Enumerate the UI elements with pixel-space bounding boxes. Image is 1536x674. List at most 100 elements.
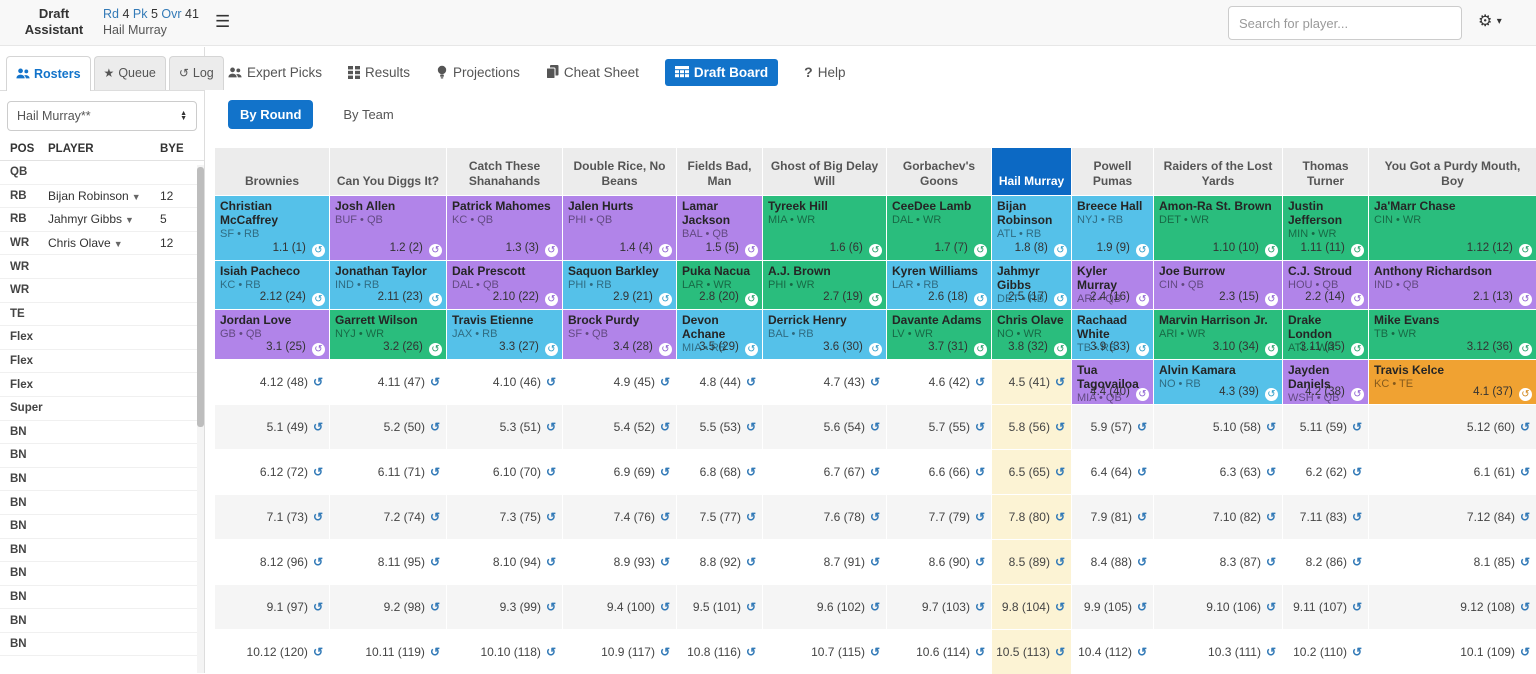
undo-pick-icon[interactable]: ↺	[1136, 293, 1149, 306]
undo-pick-icon[interactable]: ↺	[429, 343, 442, 356]
undo-pick-icon[interactable]: ↺	[869, 375, 880, 389]
undo-pick-icon[interactable]: ↺	[1519, 555, 1530, 569]
roster-slot-player[interactable]: Jahmyr Gibbs ▼	[48, 212, 160, 226]
undo-pick-icon[interactable]: ↺	[1054, 645, 1065, 659]
nav-item-cheat-sheet[interactable]: Cheat Sheet	[545, 65, 639, 80]
undo-pick-icon[interactable]: ↺	[1351, 555, 1362, 569]
nav-item-draft-board[interactable]: Draft Board	[664, 58, 779, 86]
undo-pick-icon[interactable]: ↺	[545, 244, 558, 257]
undo-pick-icon[interactable]: ↺	[659, 600, 670, 614]
undo-pick-icon[interactable]: ↺	[312, 420, 323, 434]
undo-pick-icon[interactable]: ↺	[312, 293, 325, 306]
undo-pick-icon[interactable]: ↺	[1265, 388, 1278, 401]
undo-pick-icon[interactable]: ↺	[659, 420, 670, 434]
undo-pick-icon[interactable]: ↺	[1265, 244, 1278, 257]
undo-pick-icon[interactable]: ↺	[1519, 600, 1530, 614]
undo-pick-icon[interactable]: ↺	[545, 465, 556, 479]
undo-pick-icon[interactable]: ↺	[312, 600, 323, 614]
undo-pick-icon[interactable]: ↺	[869, 244, 882, 257]
undo-pick-icon[interactable]: ↺	[429, 375, 440, 389]
undo-pick-icon[interactable]: ↺	[1054, 510, 1065, 524]
undo-pick-icon[interactable]: ↺	[1136, 555, 1147, 569]
undo-pick-icon[interactable]: ↺	[1351, 244, 1364, 257]
undo-pick-icon[interactable]: ↺	[312, 645, 323, 659]
undo-pick-icon[interactable]: ↺	[429, 420, 440, 434]
roster-slot-player[interactable]: Bijan Robinson ▼	[48, 189, 160, 203]
undo-pick-icon[interactable]: ↺	[312, 343, 325, 356]
undo-pick-icon[interactable]: ↺	[1054, 420, 1065, 434]
undo-pick-icon[interactable]: ↺	[659, 465, 670, 479]
undo-pick-icon[interactable]: ↺	[429, 293, 442, 306]
team-select[interactable]: Hail Murray** ▲ ▼	[7, 101, 197, 131]
tab-by-round[interactable]: By Round	[228, 100, 314, 129]
undo-pick-icon[interactable]: ↺	[1054, 555, 1065, 569]
undo-pick-icon[interactable]: ↺	[974, 293, 987, 306]
nav-item-projections[interactable]: Projections	[436, 65, 520, 80]
undo-pick-icon[interactable]: ↺	[1136, 600, 1147, 614]
undo-pick-icon[interactable]: ↺	[1054, 600, 1065, 614]
undo-pick-icon[interactable]: ↺	[312, 375, 323, 389]
undo-pick-icon[interactable]: ↺	[545, 343, 558, 356]
undo-pick-icon[interactable]: ↺	[1351, 343, 1364, 356]
undo-pick-icon[interactable]: ↺	[745, 293, 758, 306]
undo-pick-icon[interactable]: ↺	[545, 420, 556, 434]
undo-pick-icon[interactable]: ↺	[1351, 645, 1362, 659]
undo-pick-icon[interactable]: ↺	[974, 375, 985, 389]
undo-pick-icon[interactable]: ↺	[1054, 343, 1067, 356]
undo-pick-icon[interactable]: ↺	[545, 600, 556, 614]
undo-pick-icon[interactable]: ↺	[1054, 244, 1067, 257]
undo-pick-icon[interactable]: ↺	[974, 244, 987, 257]
undo-pick-icon[interactable]: ↺	[545, 510, 556, 524]
undo-pick-icon[interactable]: ↺	[429, 465, 440, 479]
undo-pick-icon[interactable]: ↺	[545, 645, 556, 659]
undo-pick-icon[interactable]: ↺	[1519, 645, 1530, 659]
undo-pick-icon[interactable]: ↺	[1265, 465, 1276, 479]
undo-pick-icon[interactable]: ↺	[312, 465, 323, 479]
sidebar-tab-queue[interactable]: ★ Queue	[93, 56, 166, 90]
undo-pick-icon[interactable]: ↺	[1265, 645, 1276, 659]
undo-pick-icon[interactable]: ↺	[869, 420, 880, 434]
undo-pick-icon[interactable]: ↺	[1136, 465, 1147, 479]
undo-pick-icon[interactable]: ↺	[1519, 388, 1532, 401]
roster-slot-player[interactable]: Chris Olave ▼	[48, 236, 160, 250]
undo-pick-icon[interactable]: ↺	[869, 343, 882, 356]
undo-pick-icon[interactable]: ↺	[429, 244, 442, 257]
undo-pick-icon[interactable]: ↺	[429, 510, 440, 524]
sidebar-scrollbar-thumb[interactable]	[197, 167, 204, 427]
undo-pick-icon[interactable]: ↺	[974, 510, 985, 524]
nav-item-help[interactable]: ? Help	[804, 64, 845, 80]
undo-pick-icon[interactable]: ↺	[869, 465, 880, 479]
undo-pick-icon[interactable]: ↺	[659, 343, 672, 356]
undo-pick-icon[interactable]: ↺	[745, 645, 756, 659]
undo-pick-icon[interactable]: ↺	[659, 555, 670, 569]
undo-pick-icon[interactable]: ↺	[1519, 244, 1532, 257]
undo-pick-icon[interactable]: ↺	[974, 555, 985, 569]
undo-pick-icon[interactable]: ↺	[745, 600, 756, 614]
undo-pick-icon[interactable]: ↺	[869, 510, 880, 524]
undo-pick-icon[interactable]: ↺	[1054, 375, 1065, 389]
undo-pick-icon[interactable]: ↺	[1519, 420, 1530, 434]
undo-pick-icon[interactable]: ↺	[659, 244, 672, 257]
undo-pick-icon[interactable]: ↺	[1265, 420, 1276, 434]
undo-pick-icon[interactable]: ↺	[869, 293, 882, 306]
undo-pick-icon[interactable]: ↺	[745, 465, 756, 479]
undo-pick-icon[interactable]: ↺	[1136, 420, 1147, 434]
undo-pick-icon[interactable]: ↺	[974, 645, 985, 659]
undo-pick-icon[interactable]: ↺	[659, 510, 670, 524]
undo-pick-icon[interactable]: ↺	[1351, 510, 1362, 524]
undo-pick-icon[interactable]: ↺	[1265, 600, 1276, 614]
settings-menu[interactable]: ⚙ ▾	[1478, 11, 1502, 31]
nav-item-results[interactable]: Results	[348, 65, 410, 80]
undo-pick-icon[interactable]: ↺	[1351, 600, 1362, 614]
hamburger-icon[interactable]: ☰	[215, 12, 231, 31]
undo-pick-icon[interactable]: ↺	[1136, 510, 1147, 524]
undo-pick-icon[interactable]: ↺	[869, 555, 880, 569]
undo-pick-icon[interactable]: ↺	[312, 555, 323, 569]
sidebar-tab-log[interactable]: ↺ Log	[168, 56, 224, 90]
undo-pick-icon[interactable]: ↺	[659, 293, 672, 306]
undo-pick-icon[interactable]: ↺	[1351, 293, 1364, 306]
undo-pick-icon[interactable]: ↺	[659, 375, 670, 389]
undo-pick-icon[interactable]: ↺	[745, 343, 758, 356]
undo-pick-icon[interactable]: ↺	[1054, 465, 1065, 479]
undo-pick-icon[interactable]: ↺	[1136, 343, 1149, 356]
